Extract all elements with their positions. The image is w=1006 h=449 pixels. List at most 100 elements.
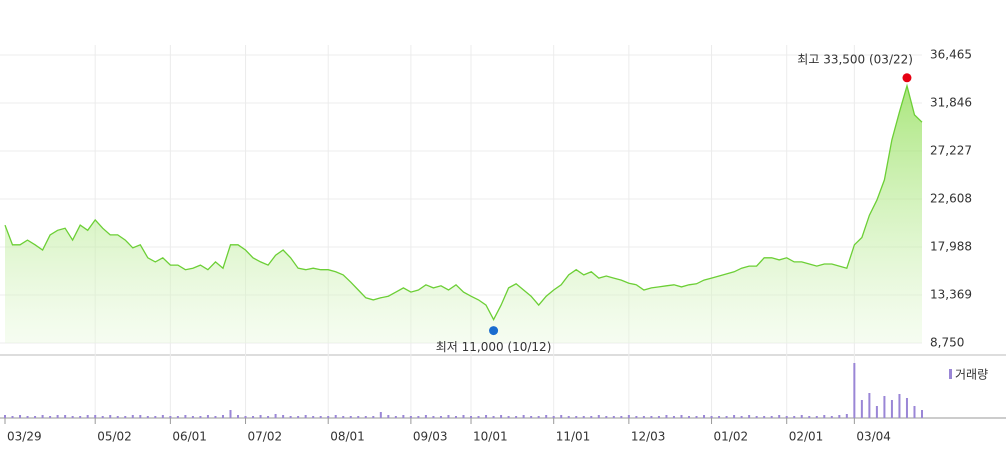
volume-bar bbox=[327, 416, 330, 418]
volume-bar bbox=[124, 416, 127, 418]
volume-bar bbox=[830, 416, 833, 418]
volume-bar bbox=[64, 415, 67, 418]
volume-bar bbox=[409, 416, 412, 418]
volume-bar bbox=[439, 416, 442, 418]
volume-bar bbox=[808, 416, 811, 418]
volume-bar bbox=[620, 416, 623, 418]
x-tick-label: 09/03 bbox=[413, 430, 448, 444]
volume-bar bbox=[492, 416, 495, 418]
high-marker bbox=[902, 73, 912, 83]
volume-bar bbox=[11, 416, 14, 418]
volume-bar bbox=[462, 415, 465, 418]
volume-bar bbox=[297, 416, 300, 418]
volume-bar bbox=[477, 416, 480, 418]
plot: 8,750 13,369 17,988 22,608 27,227 31,846 36,46… bbox=[4, 48, 988, 444]
volume-bar bbox=[267, 416, 270, 418]
y-tick-label: 31,846 bbox=[930, 95, 972, 109]
volume-bar bbox=[740, 416, 743, 418]
grid bbox=[0, 45, 922, 418]
volume-bar bbox=[34, 416, 37, 418]
volume-bar bbox=[725, 416, 728, 418]
volume-bar bbox=[657, 416, 660, 418]
volume-bar bbox=[913, 406, 916, 418]
volume-bar bbox=[169, 416, 172, 418]
volume-bar bbox=[823, 415, 826, 418]
x-tick-label: 02/01 bbox=[789, 430, 824, 444]
volume-bar bbox=[875, 406, 878, 418]
volume-bar bbox=[199, 416, 202, 418]
volume-bar bbox=[191, 416, 194, 418]
volume-bar bbox=[868, 393, 871, 418]
volume-bar bbox=[905, 398, 908, 418]
volume-bar bbox=[146, 416, 149, 418]
x-tick-label: 08/01 bbox=[330, 430, 365, 444]
volume-bar bbox=[432, 416, 435, 418]
volume-bar bbox=[387, 415, 390, 418]
volume-bar bbox=[733, 415, 736, 418]
x-tick-label: 06/01 bbox=[172, 430, 207, 444]
volume-bar bbox=[379, 412, 382, 418]
volume-bar bbox=[845, 414, 848, 418]
volume-bar bbox=[650, 416, 653, 418]
volume-bar bbox=[770, 416, 773, 418]
volume-bar bbox=[515, 416, 518, 418]
volume-bar bbox=[244, 416, 247, 418]
volume-bar bbox=[372, 416, 375, 418]
volume-bar bbox=[537, 416, 540, 418]
volume-bar bbox=[582, 416, 585, 418]
volume-bar bbox=[154, 416, 157, 418]
volume-bar bbox=[642, 416, 645, 418]
volume-bar bbox=[131, 415, 134, 418]
volume-bar bbox=[530, 416, 533, 418]
volume-bar bbox=[507, 416, 510, 418]
volume-bar bbox=[605, 416, 608, 418]
volume-bar bbox=[793, 416, 796, 418]
volume-bar bbox=[71, 416, 74, 418]
x-tick-label: 05/02 bbox=[97, 430, 132, 444]
volume-bar bbox=[590, 416, 593, 418]
volume-bar bbox=[394, 416, 397, 418]
volume-bar bbox=[687, 416, 690, 418]
volume-bar bbox=[357, 416, 360, 418]
volume-bar bbox=[695, 416, 698, 418]
volume-bar bbox=[176, 416, 179, 418]
volume-bar bbox=[597, 415, 600, 418]
volume-bar bbox=[49, 416, 52, 418]
volume-bar bbox=[56, 415, 59, 418]
x-tick-label: 01/02 bbox=[714, 430, 749, 444]
volume-bar bbox=[763, 416, 766, 418]
x-tick-label: 07/02 bbox=[248, 430, 283, 444]
volume-bar bbox=[898, 394, 901, 418]
volume-bar bbox=[860, 400, 863, 418]
volume-bar bbox=[552, 416, 555, 418]
volume-bar bbox=[575, 416, 578, 418]
x-tick-label: 11/01 bbox=[556, 430, 591, 444]
volume-bar bbox=[86, 415, 89, 418]
volume-bar bbox=[259, 415, 262, 418]
volume-bar bbox=[718, 416, 721, 418]
volume-bar bbox=[252, 416, 255, 418]
x-tick-label: 10/01 bbox=[473, 430, 508, 444]
volume-bar bbox=[921, 410, 923, 418]
legend-swatch bbox=[949, 369, 952, 379]
volume-bar bbox=[402, 415, 405, 418]
volume-bar bbox=[364, 416, 367, 418]
y-tick-label: 22,608 bbox=[930, 191, 972, 205]
volume-bar bbox=[116, 416, 119, 418]
volume-bar bbox=[710, 416, 713, 418]
volume-bar bbox=[282, 415, 285, 418]
y-tick-label: 36,465 bbox=[930, 48, 972, 62]
volume-bar bbox=[815, 416, 818, 418]
volume-bar bbox=[26, 416, 29, 418]
x-tick-label: 12/03 bbox=[631, 430, 666, 444]
volume-bar bbox=[672, 416, 675, 418]
volume-bar bbox=[417, 416, 420, 418]
volume-bar bbox=[229, 410, 232, 418]
volume-bar bbox=[41, 415, 44, 418]
volume-bar bbox=[447, 415, 450, 418]
volume-bar bbox=[560, 415, 563, 418]
low-label: 최저 11,000 (10/12) bbox=[436, 340, 552, 354]
volume-bar bbox=[778, 415, 781, 418]
volume-bar bbox=[101, 416, 104, 418]
